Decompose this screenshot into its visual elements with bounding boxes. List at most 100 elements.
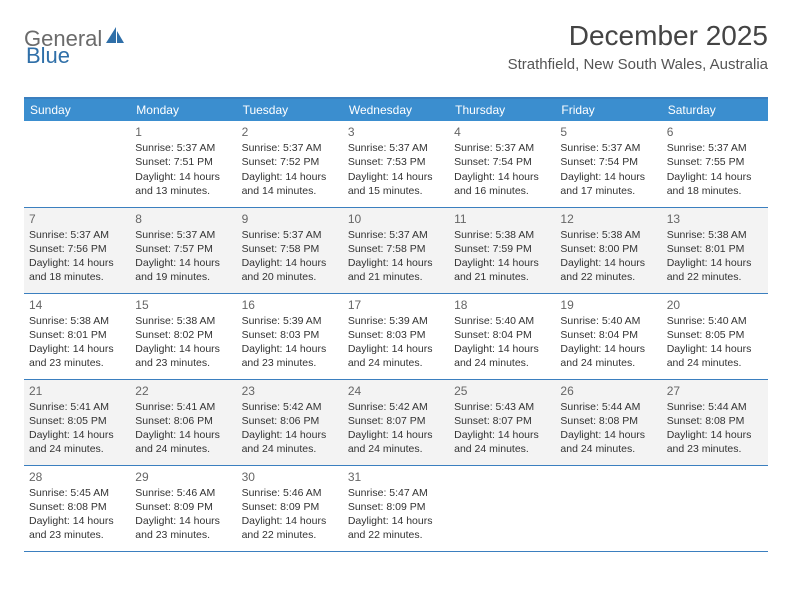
cell-line: Sunset: 8:09 PM: [348, 500, 444, 514]
cell-line: Daylight: 14 hours: [135, 428, 231, 442]
cell-line: Sunrise: 5:37 AM: [242, 141, 338, 155]
cell-line: Sunset: 8:08 PM: [29, 500, 125, 514]
calendar-cell: 8Sunrise: 5:37 AMSunset: 7:57 PMDaylight…: [130, 207, 236, 293]
cell-line: Sunset: 8:01 PM: [29, 328, 125, 342]
calendar-week: 7Sunrise: 5:37 AMSunset: 7:56 PMDaylight…: [24, 207, 768, 293]
day-number: 5: [560, 124, 656, 140]
cell-line: and 22 minutes.: [348, 528, 444, 542]
calendar-cell: 30Sunrise: 5:46 AMSunset: 8:09 PMDayligh…: [237, 465, 343, 551]
cell-line: Sunrise: 5:47 AM: [348, 486, 444, 500]
cell-line: Daylight: 14 hours: [242, 256, 338, 270]
cell-line: Sunrise: 5:37 AM: [348, 228, 444, 242]
cell-line: Daylight: 14 hours: [29, 428, 125, 442]
calendar-cell: 19Sunrise: 5:40 AMSunset: 8:04 PMDayligh…: [555, 293, 661, 379]
cell-line: and 14 minutes.: [242, 184, 338, 198]
month-title: December 2025: [508, 20, 768, 52]
cell-line: Sunset: 7:52 PM: [242, 155, 338, 169]
calendar-cell: 31Sunrise: 5:47 AMSunset: 8:09 PMDayligh…: [343, 465, 449, 551]
cell-line: Daylight: 14 hours: [667, 256, 763, 270]
calendar-cell: 20Sunrise: 5:40 AMSunset: 8:05 PMDayligh…: [662, 293, 768, 379]
calendar-cell: 17Sunrise: 5:39 AMSunset: 8:03 PMDayligh…: [343, 293, 449, 379]
cell-line: Daylight: 14 hours: [348, 514, 444, 528]
day-number: 6: [667, 124, 763, 140]
day-number: 8: [135, 211, 231, 227]
day-number: 11: [454, 211, 550, 227]
day-number: 3: [348, 124, 444, 140]
day-number: 12: [560, 211, 656, 227]
cell-line: and 24 minutes.: [560, 442, 656, 456]
cell-line: and 22 minutes.: [242, 528, 338, 542]
day-header-row: SundayMondayTuesdayWednesdayThursdayFrid…: [24, 98, 768, 121]
day-number: 26: [560, 383, 656, 399]
calendar-cell: 14Sunrise: 5:38 AMSunset: 8:01 PMDayligh…: [24, 293, 130, 379]
cell-line: and 24 minutes.: [348, 442, 444, 456]
cell-line: Sunset: 8:07 PM: [454, 414, 550, 428]
calendar-week: 28Sunrise: 5:45 AMSunset: 8:08 PMDayligh…: [24, 465, 768, 551]
day-number: 22: [135, 383, 231, 399]
day-number: 27: [667, 383, 763, 399]
cell-line: Daylight: 14 hours: [667, 170, 763, 184]
cell-line: Sunset: 8:03 PM: [242, 328, 338, 342]
cell-line: Sunset: 8:01 PM: [667, 242, 763, 256]
calendar-cell: [555, 465, 661, 551]
cell-line: and 15 minutes.: [348, 184, 444, 198]
cell-line: Sunrise: 5:41 AM: [29, 400, 125, 414]
cell-line: Sunrise: 5:37 AM: [560, 141, 656, 155]
cell-line: and 23 minutes.: [29, 356, 125, 370]
cell-line: Sunset: 8:06 PM: [135, 414, 231, 428]
cell-line: Sunrise: 5:38 AM: [667, 228, 763, 242]
cell-line: Sunset: 7:55 PM: [667, 155, 763, 169]
cell-line: Sunset: 7:54 PM: [560, 155, 656, 169]
cell-line: Daylight: 14 hours: [242, 170, 338, 184]
calendar-cell: [24, 121, 130, 207]
calendar-cell: 23Sunrise: 5:42 AMSunset: 8:06 PMDayligh…: [237, 379, 343, 465]
cell-line: and 17 minutes.: [560, 184, 656, 198]
cell-line: Sunrise: 5:37 AM: [348, 141, 444, 155]
cell-line: Daylight: 14 hours: [242, 428, 338, 442]
day-number: 18: [454, 297, 550, 313]
cell-line: Daylight: 14 hours: [29, 256, 125, 270]
day-header: Monday: [130, 98, 236, 121]
cell-line: Sunrise: 5:40 AM: [667, 314, 763, 328]
cell-line: Sunset: 8:09 PM: [242, 500, 338, 514]
cell-line: and 24 minutes.: [454, 442, 550, 456]
cell-line: Sunset: 8:04 PM: [560, 328, 656, 342]
location: Strathfield, New South Wales, Australia: [508, 56, 768, 73]
cell-line: Sunset: 8:07 PM: [348, 414, 444, 428]
cell-line: Daylight: 14 hours: [560, 428, 656, 442]
cell-line: and 24 minutes.: [135, 442, 231, 456]
calendar-cell: 26Sunrise: 5:44 AMSunset: 8:08 PMDayligh…: [555, 379, 661, 465]
calendar-cell: 28Sunrise: 5:45 AMSunset: 8:08 PMDayligh…: [24, 465, 130, 551]
calendar-cell: [449, 465, 555, 551]
cell-line: Daylight: 14 hours: [454, 256, 550, 270]
cell-line: and 22 minutes.: [560, 270, 656, 284]
cell-line: and 24 minutes.: [348, 356, 444, 370]
cell-line: Sunset: 7:53 PM: [348, 155, 444, 169]
cell-line: Daylight: 14 hours: [454, 428, 550, 442]
calendar-cell: 12Sunrise: 5:38 AMSunset: 8:00 PMDayligh…: [555, 207, 661, 293]
cell-line: and 24 minutes.: [242, 442, 338, 456]
day-number: 24: [348, 383, 444, 399]
cell-line: Sunrise: 5:40 AM: [560, 314, 656, 328]
day-number: 29: [135, 469, 231, 485]
cell-line: Sunrise: 5:38 AM: [454, 228, 550, 242]
cell-line: Sunset: 7:51 PM: [135, 155, 231, 169]
cell-line: and 23 minutes.: [135, 356, 231, 370]
cell-line: Sunrise: 5:44 AM: [560, 400, 656, 414]
cell-line: Daylight: 14 hours: [560, 170, 656, 184]
day-number: 13: [667, 211, 763, 227]
cell-line: Sunrise: 5:42 AM: [242, 400, 338, 414]
day-header: Tuesday: [237, 98, 343, 121]
cell-line: and 16 minutes.: [454, 184, 550, 198]
cell-line: Sunrise: 5:38 AM: [135, 314, 231, 328]
cell-line: Sunset: 8:08 PM: [667, 414, 763, 428]
cell-line: Daylight: 14 hours: [560, 342, 656, 356]
cell-line: Daylight: 14 hours: [135, 256, 231, 270]
cell-line: Daylight: 14 hours: [667, 428, 763, 442]
logo-sail-icon: [104, 25, 126, 51]
calendar-cell: [662, 465, 768, 551]
calendar-cell: 7Sunrise: 5:37 AMSunset: 7:56 PMDaylight…: [24, 207, 130, 293]
cell-line: Sunset: 7:56 PM: [29, 242, 125, 256]
cell-line: and 24 minutes.: [560, 356, 656, 370]
cell-line: Daylight: 14 hours: [242, 514, 338, 528]
